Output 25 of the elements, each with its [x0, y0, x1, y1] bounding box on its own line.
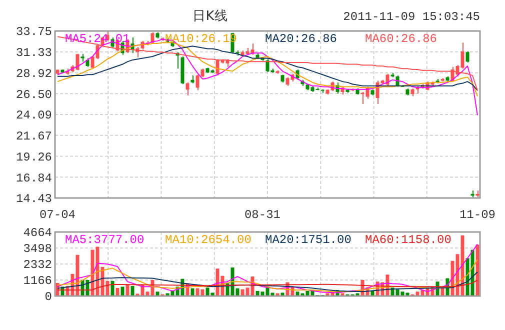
y-tick-label: 28.92: [16, 66, 52, 81]
chart-title: 日K线: [192, 9, 228, 24]
y-tick-label: 33.75: [16, 25, 52, 40]
series-label: MA60:26.86: [365, 32, 438, 46]
y-tick-label: 4664: [23, 226, 52, 240]
x-tick-label: 07-04: [39, 208, 76, 222]
y-tick-label: 2332: [23, 258, 52, 272]
text: 2011-11-09 15:03:45: [343, 10, 480, 24]
series-label: MA20:26.86: [265, 32, 338, 46]
y-tick-label: 3498: [23, 242, 52, 256]
y-tick-label: 1166: [23, 274, 52, 288]
y-tick-label: 21.67: [16, 130, 52, 144]
y-tick-label: 14.43: [16, 192, 52, 206]
y-tick-label: 0: [44, 290, 52, 304]
y-tick-label: 26.50: [16, 88, 52, 102]
y-tick-label: 24.09: [16, 108, 52, 123]
text: MA20:1751.00: [265, 233, 352, 247]
text: MA60:1158.00: [365, 233, 452, 247]
y-tick-label: 16.84: [16, 171, 52, 186]
y-tick-label: 19.26: [16, 150, 52, 164]
y-tick-label: 31.33: [16, 46, 52, 60]
series-label: MA5:3777.00: [65, 233, 144, 247]
text: MA10:2654.00: [165, 233, 252, 247]
x-tick-label: 08-31: [244, 208, 281, 222]
x-tick-label: 11-09: [459, 208, 496, 222]
